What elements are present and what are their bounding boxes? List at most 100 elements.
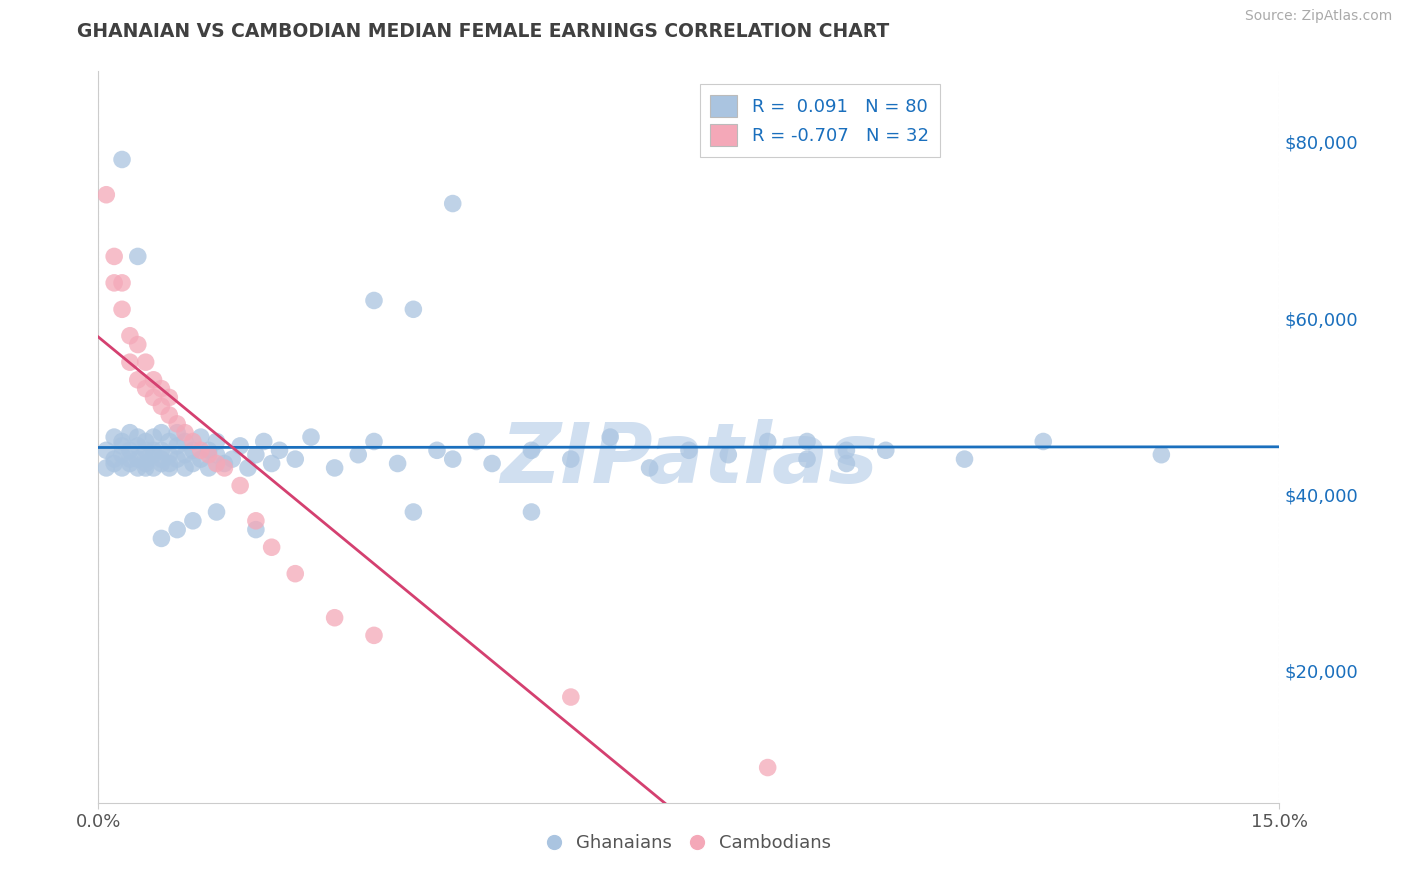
Point bbox=[111, 302, 134, 317]
Point bbox=[214, 461, 236, 475]
Point bbox=[284, 566, 307, 581]
Point bbox=[363, 434, 385, 449]
Text: ZIPatlas: ZIPatlas bbox=[501, 418, 877, 500]
Point bbox=[174, 461, 197, 475]
Point bbox=[135, 434, 157, 449]
Point bbox=[245, 514, 267, 528]
Point bbox=[166, 425, 188, 440]
Point bbox=[402, 302, 425, 317]
Point bbox=[127, 373, 149, 387]
Point bbox=[205, 434, 228, 449]
Point bbox=[245, 448, 267, 462]
Point bbox=[135, 457, 157, 471]
Point bbox=[426, 443, 449, 458]
Point bbox=[363, 293, 385, 308]
Point bbox=[221, 452, 243, 467]
Point bbox=[638, 461, 661, 475]
Point bbox=[96, 187, 118, 202]
Point bbox=[835, 457, 858, 471]
Point bbox=[363, 628, 385, 642]
Point bbox=[118, 355, 141, 369]
Point bbox=[127, 337, 149, 351]
Point bbox=[166, 439, 188, 453]
Point bbox=[127, 249, 149, 263]
Point bbox=[520, 505, 543, 519]
Point bbox=[142, 391, 165, 405]
Point bbox=[205, 457, 228, 471]
Point bbox=[174, 425, 197, 440]
Point bbox=[135, 461, 157, 475]
Point bbox=[135, 452, 157, 467]
Point bbox=[135, 355, 157, 369]
Point bbox=[150, 452, 173, 467]
Point bbox=[142, 448, 165, 462]
Point bbox=[142, 373, 165, 387]
Text: Source: ZipAtlas.com: Source: ZipAtlas.com bbox=[1244, 9, 1392, 23]
Point bbox=[236, 461, 259, 475]
Point bbox=[111, 448, 134, 462]
Point bbox=[166, 523, 188, 537]
Point bbox=[127, 452, 149, 467]
Point bbox=[157, 391, 180, 405]
Point bbox=[111, 153, 134, 167]
Point bbox=[197, 443, 219, 458]
Point bbox=[347, 448, 370, 462]
Point bbox=[181, 514, 204, 528]
Point bbox=[260, 457, 283, 471]
Point bbox=[205, 505, 228, 519]
Point bbox=[157, 461, 180, 475]
Point bbox=[111, 461, 134, 475]
Point bbox=[111, 434, 134, 449]
Point bbox=[205, 448, 228, 462]
Point bbox=[103, 249, 125, 263]
Point bbox=[103, 276, 125, 290]
Point bbox=[260, 540, 283, 554]
Point bbox=[118, 452, 141, 467]
Point bbox=[127, 430, 149, 444]
Point bbox=[190, 443, 212, 458]
Point bbox=[103, 452, 125, 467]
Point bbox=[96, 443, 118, 458]
Point bbox=[520, 443, 543, 458]
Point bbox=[142, 461, 165, 475]
Point bbox=[181, 457, 204, 471]
Point bbox=[402, 505, 425, 519]
Point bbox=[135, 382, 157, 396]
Point bbox=[1032, 434, 1054, 449]
Point bbox=[96, 461, 118, 475]
Point bbox=[245, 523, 267, 537]
Point bbox=[323, 461, 346, 475]
Point bbox=[465, 434, 488, 449]
Text: GHANAIAN VS CAMBODIAN MEDIAN FEMALE EARNINGS CORRELATION CHART: GHANAIAN VS CAMBODIAN MEDIAN FEMALE EARN… bbox=[77, 22, 890, 41]
Point bbox=[560, 690, 582, 704]
Point bbox=[127, 461, 149, 475]
Point bbox=[181, 443, 204, 458]
Point bbox=[103, 457, 125, 471]
Point bbox=[953, 452, 976, 467]
Legend: Ghanaians, Cambodians: Ghanaians, Cambodians bbox=[540, 827, 838, 860]
Point bbox=[678, 443, 700, 458]
Point bbox=[103, 430, 125, 444]
Point bbox=[756, 434, 779, 449]
Point bbox=[150, 532, 173, 546]
Point bbox=[441, 196, 464, 211]
Point bbox=[157, 457, 180, 471]
Point bbox=[323, 611, 346, 625]
Point bbox=[284, 452, 307, 467]
Point bbox=[157, 434, 180, 449]
Point bbox=[157, 408, 180, 422]
Point bbox=[796, 434, 818, 449]
Point bbox=[796, 452, 818, 467]
Point bbox=[181, 434, 204, 449]
Point bbox=[150, 399, 173, 413]
Point bbox=[174, 434, 197, 449]
Point bbox=[118, 443, 141, 458]
Point bbox=[118, 457, 141, 471]
Point bbox=[111, 439, 134, 453]
Point bbox=[229, 478, 252, 492]
Point bbox=[166, 417, 188, 431]
Point bbox=[875, 443, 897, 458]
Point bbox=[150, 443, 173, 458]
Point bbox=[441, 452, 464, 467]
Point bbox=[150, 457, 173, 471]
